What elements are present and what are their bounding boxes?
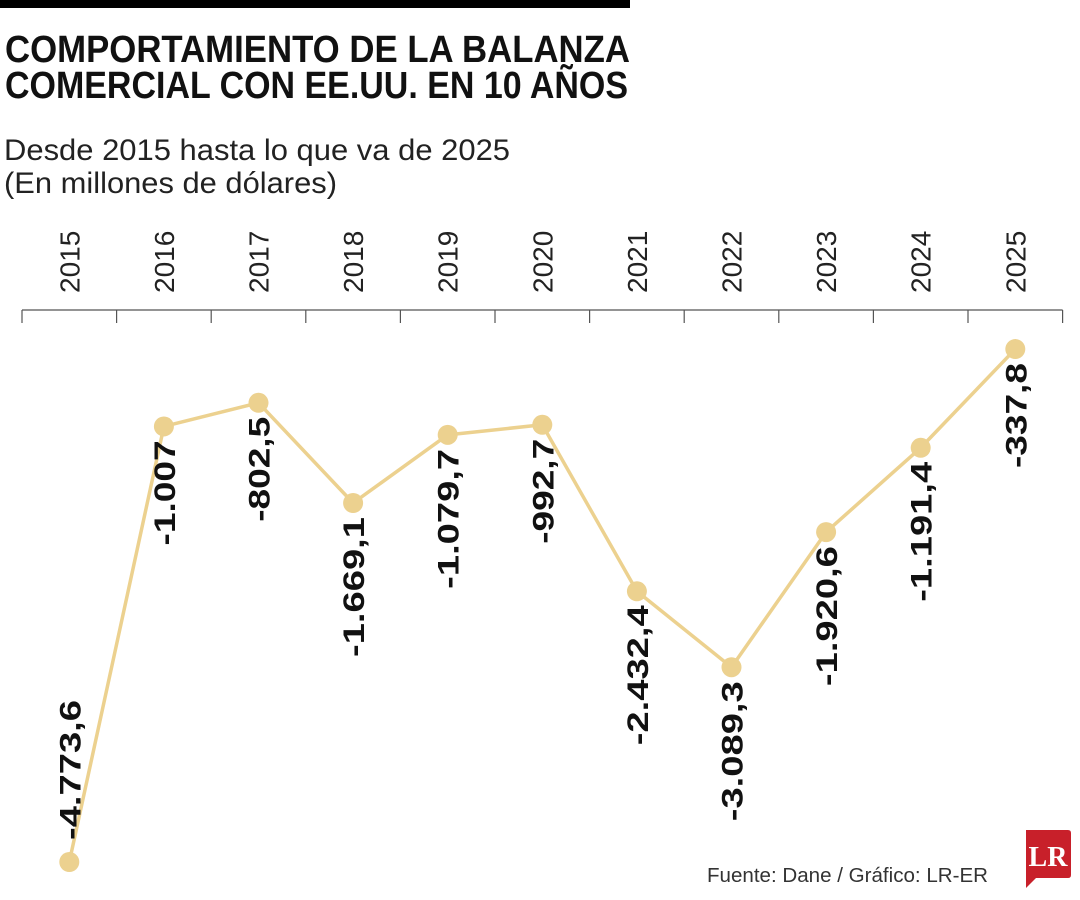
data-point [1005, 339, 1026, 360]
year-tick-label: 2023 [811, 231, 842, 293]
top-bar [0, 0, 630, 8]
data-label: -2.432,4 [622, 605, 655, 745]
data-label: -3.089,3 [717, 681, 750, 821]
subtitle-line-1: Desde 2015 hasta lo que va de 2025 [4, 134, 510, 167]
data-label: -1.007 [149, 440, 182, 545]
year-tick-label: 2024 [906, 231, 937, 293]
year-tick-label: 2018 [338, 231, 369, 293]
series: -4.773,6 -1.007 -802,5 -1.669,1 -1.079,7 -992… [54, 339, 1033, 872]
data-label: -337,8 [1000, 363, 1033, 468]
year-tick-label: 2019 [433, 231, 464, 293]
data-label: -1.079,7 [433, 449, 466, 589]
data-label: -802,5 [244, 417, 277, 522]
data-label: -992,7 [527, 439, 560, 544]
data-point [816, 522, 837, 543]
data-point [343, 493, 364, 514]
data-point [626, 581, 647, 602]
data-label: -1.669,1 [338, 517, 371, 657]
data-point [248, 392, 269, 413]
year-tick-label: 2021 [622, 231, 653, 293]
data-label: -1.191,4 [906, 461, 939, 601]
title-line-2: COMERCIAL CON EE.UU. EN 10 AÑOS [5, 63, 628, 107]
year-tick-label: 2022 [717, 231, 748, 293]
data-point [153, 416, 174, 437]
lr-logo: LR [1026, 830, 1071, 888]
data-point [721, 657, 742, 678]
year-tick-label: 2015 [54, 231, 85, 293]
data-point [910, 437, 931, 458]
data-point [59, 852, 80, 872]
year-tick-label: 2025 [1000, 231, 1031, 293]
year-tick-label: 2016 [149, 231, 180, 293]
source-note: Fuente: Dane / Gráfico: LR-ER [707, 865, 988, 887]
year-tick-label: 2020 [527, 231, 558, 293]
data-point [532, 414, 553, 435]
data-label: -1.920,6 [811, 546, 844, 686]
title-line-1: COMPORTAMIENTO DE LA BALANZA [5, 29, 630, 71]
data-label: -4.773,6 [54, 700, 87, 840]
subtitle-line-2: (En millones de dólares) [4, 167, 337, 200]
logo-text: LR [1029, 842, 1069, 873]
year-tick-label: 2017 [244, 231, 275, 293]
x-axis: 2015 2016 2017 2018 2019 2020 2021 2022 2023 2024… [21, 231, 1064, 323]
data-point [437, 424, 458, 445]
